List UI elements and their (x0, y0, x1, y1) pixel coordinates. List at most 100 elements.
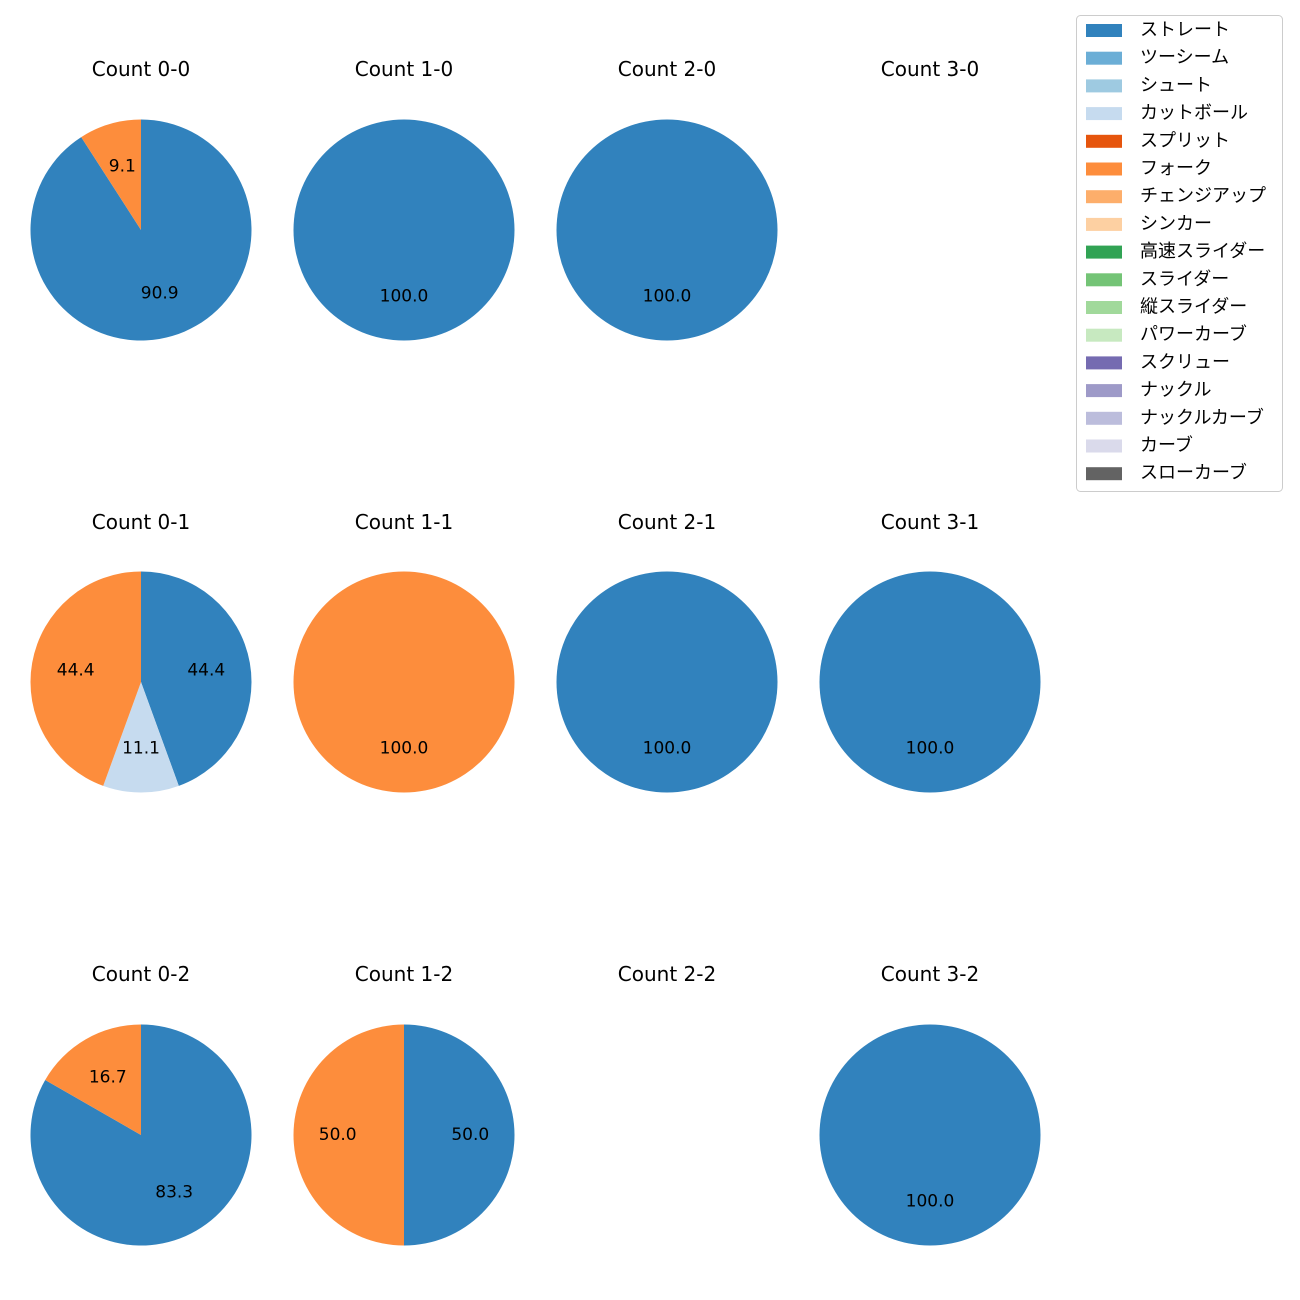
pie-slice-label: 90.9 (141, 284, 179, 304)
legend-label: スプリット (1140, 130, 1230, 151)
pie-slice (293, 119, 515, 341)
legend-swatch (1086, 107, 1122, 121)
pie-title: Count 2-0 (618, 57, 716, 81)
legend-label: シュート (1140, 75, 1212, 96)
legend-swatch (1086, 217, 1122, 231)
legend-swatch (1086, 162, 1122, 176)
legend-label: 高速スライダー (1140, 241, 1265, 262)
pie-slice-label: 44.4 (57, 660, 95, 680)
pie-slice (819, 571, 1041, 793)
legend-item: シンカー (1086, 213, 1212, 234)
legend-item: カットボール (1086, 103, 1248, 124)
pie-count-3-2: Count 3-2 100.0 (819, 962, 1041, 1246)
legend-item: ストレート (1086, 20, 1230, 41)
legend-label: ツーシーム (1140, 47, 1229, 68)
legend-label: ナックル (1140, 380, 1211, 401)
pie-title: Count 2-2 (618, 962, 716, 986)
pie-slice (141, 571, 252, 786)
pie-title: Count 3-0 (881, 57, 979, 81)
legend: ストレートツーシームシュートカットボールスプリットフォークチェンジアップシンカー… (1076, 15, 1283, 492)
legend-item: フォーク (1086, 158, 1212, 179)
pie-slice (293, 571, 515, 793)
pie-slice (556, 571, 778, 793)
pie-title: Count 1-2 (355, 962, 453, 986)
legend-item: スライダー (1086, 269, 1229, 290)
legend-item: パワーカーブ (1086, 323, 1247, 345)
pie-title: Count 0-2 (92, 962, 190, 986)
pie-slice-label: 100.0 (643, 286, 692, 306)
legend-label: カットボール (1140, 103, 1248, 124)
pie-slice (30, 571, 141, 786)
pie-slice (45, 1024, 141, 1135)
legend-swatch (1086, 384, 1122, 398)
legend-item: チェンジアップ (1086, 186, 1266, 207)
pie-count-1-0: Count 1-0 100.0 (293, 57, 515, 341)
legend-swatch (1086, 79, 1122, 93)
legend-swatch (1086, 467, 1122, 481)
legend-swatch (1086, 134, 1122, 148)
pie-slice (30, 1024, 252, 1246)
legend-swatch (1086, 411, 1122, 425)
legend-item: スクリュー (1086, 352, 1230, 373)
pie-count-2-1: Count 2-1 100.0 (556, 510, 778, 793)
pie-slice-label: 11.1 (122, 738, 160, 758)
legend-label: ストレート (1140, 20, 1230, 41)
pie-slice (819, 1024, 1041, 1246)
legend-frame (1076, 15, 1283, 492)
pie-count-0-2: Count 0-2 83.3 16.7 (30, 962, 252, 1246)
pie-slice-label: 44.4 (187, 660, 225, 680)
pie-count-2-2: Count 2-2 (618, 962, 716, 986)
pie-title: Count 3-2 (881, 962, 979, 986)
legend-swatch (1086, 273, 1122, 287)
legend-item: ツーシーム (1086, 47, 1229, 68)
pie-title: Count 2-1 (618, 510, 716, 534)
legend-item: カーブ (1086, 434, 1193, 456)
legend-label: スローカーブ (1140, 462, 1247, 484)
legend-swatch (1086, 356, 1122, 370)
pie-count-0-0: Count 0-0 90.9 9.1 (30, 57, 252, 341)
legend-swatch (1086, 301, 1122, 314)
legend-item: 高速スライダー (1086, 241, 1265, 262)
pie-count-2-0: Count 2-0 100.0 (556, 57, 778, 341)
legend-swatch (1086, 51, 1122, 65)
pie-slice (293, 1024, 404, 1246)
pie-slice-label: 16.7 (89, 1068, 127, 1088)
pie-count-0-1: Count 0-1 44.4 11.1 44.4 (30, 510, 252, 793)
pie-slice-label: 50.0 (319, 1125, 357, 1145)
legend-item: 縦スライダー (1086, 297, 1247, 318)
pie-title: Count 1-1 (355, 510, 453, 534)
pie-slice (556, 119, 778, 341)
legend-item: スローカーブ (1086, 462, 1247, 484)
pie-slice-label: 100.0 (380, 738, 429, 758)
legend-swatch (1086, 328, 1122, 342)
pie-count-1-2: Count 1-2 50.0 50.0 (293, 962, 515, 1246)
pies-layer: Count 0-0 90.9 9.1 Count 1-0 100.0 Count 2-0 1… (30, 57, 1041, 1246)
legend-swatch (1086, 190, 1122, 204)
pie-title: Count 0-0 (92, 57, 190, 81)
pie-slice (404, 1024, 515, 1246)
pie-title: Count 0-1 (92, 510, 190, 534)
legend-label: チェンジアップ (1140, 186, 1266, 207)
legend-item: ナックルカーブ (1086, 406, 1264, 428)
pie-count-3-0: Count 3-0 (881, 57, 979, 81)
legend-item: シュート (1086, 75, 1212, 96)
pie-slice (103, 682, 179, 793)
pie-slice-label: 9.1 (109, 156, 136, 176)
legend-label: パワーカーブ (1140, 323, 1247, 345)
pie-slice-label: 100.0 (643, 738, 692, 758)
legend-label: スクリュー (1140, 352, 1230, 373)
pie-count-3-1: Count 3-1 100.0 (819, 510, 1041, 793)
legend-label: フォーク (1140, 158, 1212, 179)
pie-title: Count 3-1 (881, 510, 979, 534)
legend-label: シンカー (1140, 213, 1212, 234)
pie-slice-label: 83.3 (155, 1182, 193, 1202)
pie-slice (81, 119, 141, 230)
legend-item: ナックル (1086, 380, 1211, 401)
pie-count-1-1: Count 1-1 100.0 (293, 510, 515, 793)
pie-slice-label: 100.0 (906, 738, 955, 758)
pie-slice-label: 100.0 (906, 1191, 955, 1211)
pie-slice-label: 100.0 (380, 286, 429, 306)
pie-slice-label: 50.0 (451, 1125, 489, 1145)
legend-label: スライダー (1140, 269, 1229, 290)
